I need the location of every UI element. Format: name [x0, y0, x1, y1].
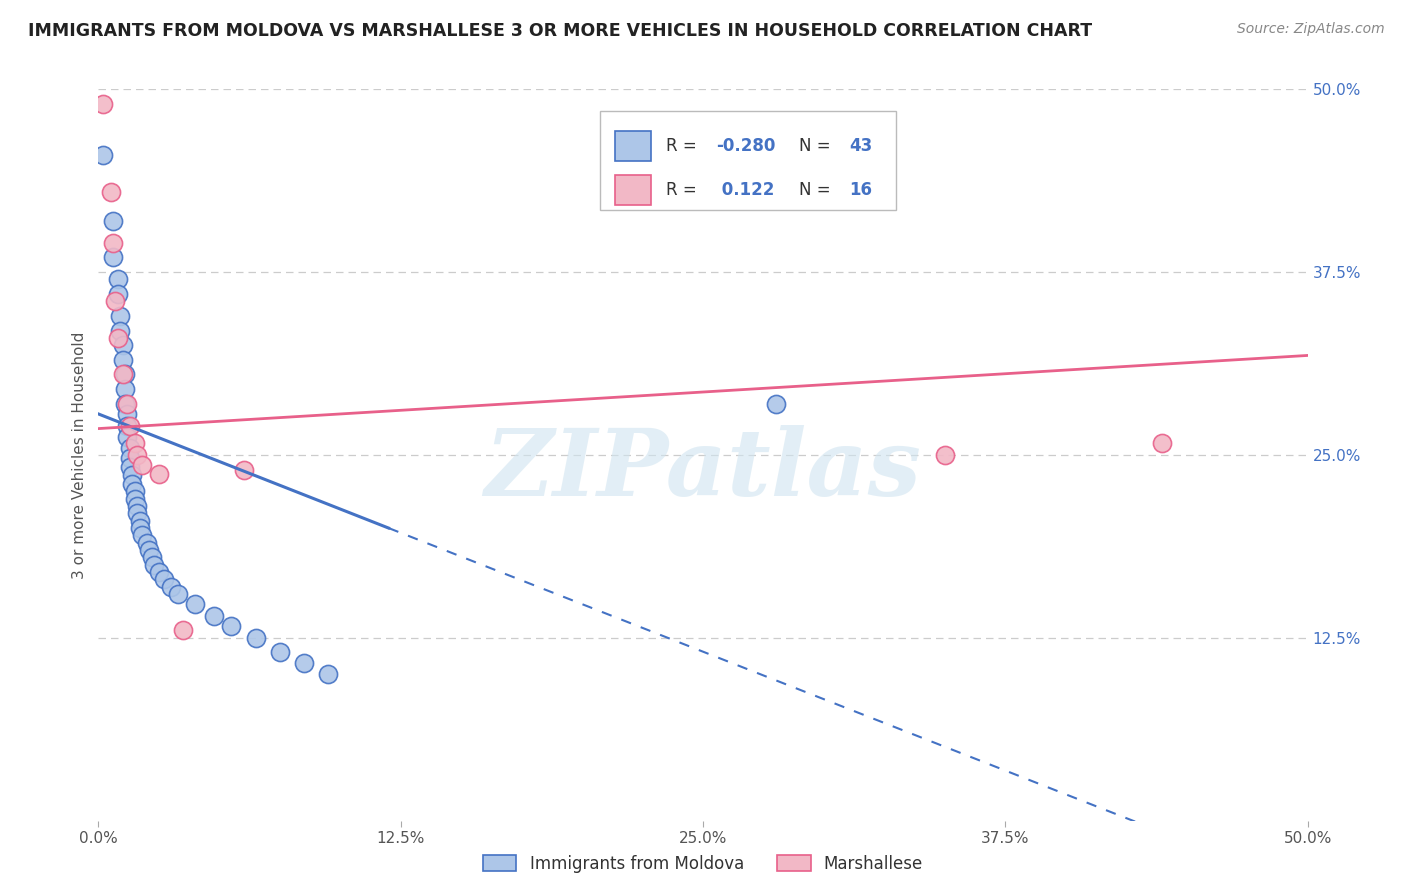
- Point: [91, 148, 114, 162]
- Point: [204, 608, 226, 623]
- Point: [101, 251, 124, 265]
- Point: [121, 477, 143, 491]
- Point: [131, 528, 153, 542]
- Point: [118, 450, 141, 465]
- Point: [127, 499, 149, 513]
- Point: [269, 645, 291, 659]
- Point: [127, 507, 149, 521]
- Point: [138, 543, 160, 558]
- Point: [117, 418, 139, 433]
- Point: [184, 597, 207, 611]
- Point: [152, 572, 174, 586]
- Bar: [614, 176, 651, 205]
- Text: 0.122: 0.122: [716, 181, 775, 199]
- Point: [160, 580, 183, 594]
- Point: [128, 514, 150, 528]
- Text: R =: R =: [665, 136, 702, 154]
- Point: [111, 338, 134, 352]
- Point: [117, 407, 139, 421]
- Point: [101, 214, 124, 228]
- Y-axis label: 3 or more Vehicles in Household: 3 or more Vehicles in Household: [72, 331, 87, 579]
- Bar: [614, 131, 651, 161]
- Point: [765, 397, 787, 411]
- Text: IMMIGRANTS FROM MOLDOVA VS MARSHALLESE 3 OR MORE VEHICLES IN HOUSEHOLD CORRELATI: IMMIGRANTS FROM MOLDOVA VS MARSHALLESE 3…: [28, 22, 1092, 40]
- Point: [316, 667, 339, 681]
- Point: [148, 467, 170, 481]
- Point: [101, 235, 124, 250]
- Point: [127, 448, 149, 462]
- Point: [245, 631, 267, 645]
- Point: [128, 521, 150, 535]
- Point: [104, 294, 127, 309]
- Point: [148, 565, 170, 579]
- Point: [108, 309, 131, 323]
- Point: [167, 587, 190, 601]
- Text: Source: ZipAtlas.com: Source: ZipAtlas.com: [1237, 22, 1385, 37]
- Point: [124, 484, 146, 499]
- Point: [135, 535, 157, 549]
- Text: 16: 16: [849, 181, 872, 199]
- Point: [111, 352, 134, 367]
- Point: [141, 550, 163, 565]
- Point: [221, 619, 243, 633]
- Point: [118, 459, 141, 474]
- Point: [117, 430, 139, 444]
- Text: -0.280: -0.280: [716, 136, 776, 154]
- Point: [114, 397, 136, 411]
- Point: [121, 468, 143, 483]
- Point: [172, 624, 194, 638]
- Point: [107, 331, 129, 345]
- Point: [118, 418, 141, 433]
- Point: [114, 368, 136, 382]
- Text: R =: R =: [665, 181, 702, 199]
- Legend: Immigrants from Moldova, Marshallese: Immigrants from Moldova, Marshallese: [477, 848, 929, 880]
- Point: [117, 397, 139, 411]
- Point: [131, 458, 153, 472]
- Point: [91, 96, 114, 111]
- Text: N =: N =: [799, 136, 835, 154]
- Text: ZIPatlas: ZIPatlas: [485, 425, 921, 515]
- Point: [107, 287, 129, 301]
- Point: [107, 272, 129, 286]
- Point: [143, 558, 166, 572]
- FancyBboxPatch shape: [600, 112, 897, 210]
- Point: [118, 441, 141, 455]
- Point: [292, 656, 315, 670]
- Point: [232, 462, 254, 476]
- Point: [114, 382, 136, 396]
- Point: [124, 491, 146, 506]
- Point: [124, 436, 146, 450]
- Point: [100, 185, 122, 199]
- Text: N =: N =: [799, 181, 835, 199]
- Point: [111, 368, 134, 382]
- Point: [934, 448, 956, 462]
- Point: [108, 324, 131, 338]
- Point: [1152, 436, 1174, 450]
- Text: 43: 43: [849, 136, 873, 154]
